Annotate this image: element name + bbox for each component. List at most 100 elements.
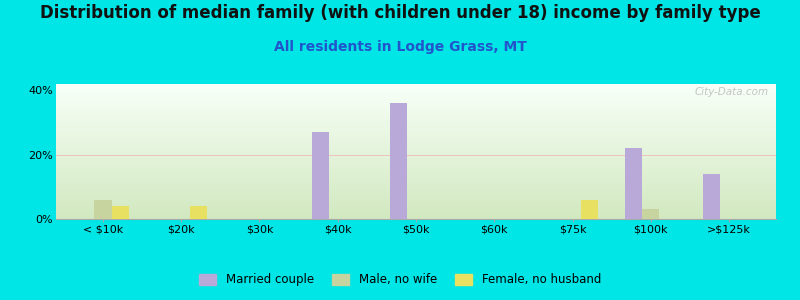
Bar [56,106,776,107]
Bar [56,107,776,108]
Bar [56,181,776,182]
Bar [56,161,776,162]
Bar [56,116,776,117]
Bar [56,171,776,172]
Bar [56,157,776,158]
Bar [56,203,776,204]
Bar [111,206,129,219]
Bar [56,143,776,144]
Bar [56,123,776,124]
Bar [56,179,776,180]
Bar [56,87,776,88]
Bar [56,198,776,199]
Bar [56,96,776,97]
Bar [56,214,776,215]
Bar [56,121,776,122]
Bar [703,174,721,219]
Bar [56,162,776,163]
Bar [56,145,776,146]
Bar [56,167,776,168]
Bar [56,184,776,185]
Bar [56,159,776,160]
Bar [56,218,776,219]
Bar [56,99,776,100]
Bar [56,194,776,195]
Bar [56,88,776,89]
Bar [56,169,776,170]
Bar [56,102,776,103]
Bar [56,196,776,197]
Bar [56,133,776,134]
Bar [56,92,776,93]
Bar [56,135,776,136]
Text: City-Data.com: City-Data.com [694,87,769,97]
Bar [56,206,776,207]
Bar [56,193,776,194]
Bar [56,149,776,150]
Bar [56,136,776,137]
Bar [56,189,776,190]
Bar [56,94,776,95]
Bar [56,118,776,119]
Bar [56,210,776,211]
Bar [625,148,642,219]
Bar [56,176,776,177]
Bar [56,84,776,85]
Bar [56,164,776,165]
Bar [56,186,776,187]
Bar [56,128,776,129]
Bar [56,204,776,205]
Bar [56,122,776,123]
Bar [56,146,776,147]
Bar [56,136,776,137]
Bar [56,127,776,128]
Bar [56,142,776,143]
Bar [56,197,776,198]
Bar [56,200,776,201]
Bar [312,132,329,219]
Bar [56,110,776,111]
Bar [56,183,776,184]
Bar [56,213,776,214]
Bar [56,114,776,115]
Bar [56,208,776,209]
Bar [56,158,776,159]
Bar [56,115,776,116]
Bar [56,174,776,175]
Bar [56,95,776,96]
Bar [56,154,776,155]
Bar [56,118,776,119]
Bar [56,141,776,142]
Bar [56,178,776,179]
Bar [56,166,776,167]
Bar [56,156,776,157]
Bar [56,209,776,210]
Bar [56,120,776,121]
Bar [56,195,776,196]
Bar [56,155,776,156]
Bar [56,129,776,130]
Bar [56,131,776,132]
Bar [56,130,776,131]
Bar [56,153,776,154]
Bar [56,191,776,192]
Bar [56,187,776,188]
Bar [56,109,776,110]
Bar [56,124,776,125]
Bar [56,100,776,101]
Bar [56,172,776,173]
Bar [56,126,776,127]
Bar [56,108,776,109]
Bar [56,113,776,114]
Bar [56,182,776,183]
Bar [56,103,776,104]
Bar [56,173,776,174]
Bar [56,180,776,181]
Bar [56,101,776,102]
Bar [56,97,776,98]
Bar [56,134,776,135]
Bar [56,165,776,166]
Bar [56,151,776,152]
Bar [56,168,776,169]
Text: Distribution of median family (with children under 18) income by family type: Distribution of median family (with chil… [40,4,760,22]
